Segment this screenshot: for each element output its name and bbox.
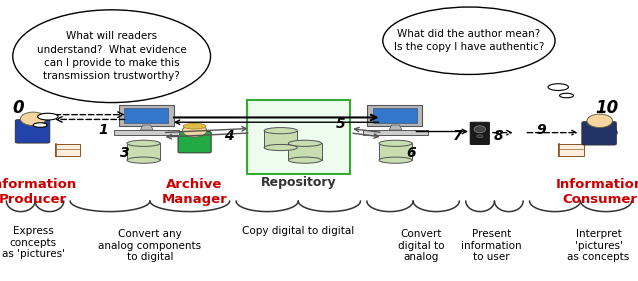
Ellipse shape <box>127 157 160 163</box>
Text: What will readers
understand?  What evidence
can I provide to make this
transmis: What will readers understand? What evide… <box>37 31 186 81</box>
FancyBboxPatch shape <box>367 105 422 126</box>
Text: Present
information
to user: Present information to user <box>461 229 522 262</box>
FancyBboxPatch shape <box>55 144 80 156</box>
Ellipse shape <box>288 157 322 163</box>
Polygon shape <box>264 131 297 148</box>
Ellipse shape <box>587 114 612 128</box>
Text: Copy digital to digital: Copy digital to digital <box>242 226 355 236</box>
FancyBboxPatch shape <box>178 132 211 153</box>
Text: 7: 7 <box>453 129 463 143</box>
Text: Express
concepts
as 'pictures': Express concepts as 'pictures' <box>2 226 64 259</box>
Ellipse shape <box>127 140 160 146</box>
FancyBboxPatch shape <box>582 122 616 145</box>
FancyBboxPatch shape <box>470 122 489 144</box>
FancyBboxPatch shape <box>247 100 350 174</box>
Ellipse shape <box>20 112 46 126</box>
Text: 6: 6 <box>406 146 417 160</box>
Ellipse shape <box>477 135 483 138</box>
Ellipse shape <box>38 113 58 120</box>
Text: 1: 1 <box>98 123 108 137</box>
Text: Information
Consumer: Information Consumer <box>556 178 638 207</box>
Ellipse shape <box>264 128 297 134</box>
Polygon shape <box>140 125 153 130</box>
FancyBboxPatch shape <box>15 120 50 143</box>
FancyBboxPatch shape <box>373 108 417 123</box>
Ellipse shape <box>13 10 211 103</box>
Ellipse shape <box>379 157 412 163</box>
Text: 8: 8 <box>494 129 504 143</box>
FancyBboxPatch shape <box>363 130 428 135</box>
FancyBboxPatch shape <box>558 144 584 156</box>
FancyBboxPatch shape <box>119 105 174 126</box>
Text: Archive
Manager: Archive Manager <box>161 178 228 207</box>
Ellipse shape <box>560 93 574 98</box>
Text: 4: 4 <box>223 129 234 143</box>
Text: 9: 9 <box>536 123 546 137</box>
Text: Convert
digital to
analog: Convert digital to analog <box>398 229 444 262</box>
Text: Convert any
analog components
to digital: Convert any analog components to digital <box>98 229 202 262</box>
Text: 3: 3 <box>120 146 130 160</box>
Ellipse shape <box>264 144 297 151</box>
Ellipse shape <box>383 7 555 74</box>
Ellipse shape <box>183 123 206 129</box>
Text: 0: 0 <box>12 99 24 117</box>
Ellipse shape <box>379 140 412 146</box>
Ellipse shape <box>288 140 322 146</box>
Text: 10: 10 <box>596 99 619 117</box>
FancyBboxPatch shape <box>124 108 168 123</box>
Ellipse shape <box>182 124 207 137</box>
Ellipse shape <box>548 84 568 90</box>
FancyBboxPatch shape <box>114 130 179 135</box>
Ellipse shape <box>474 126 486 133</box>
Polygon shape <box>389 125 402 130</box>
Text: 5: 5 <box>336 117 346 131</box>
Ellipse shape <box>33 123 47 127</box>
Text: Repository: Repository <box>261 176 336 189</box>
Text: What did the author mean?
Is the copy I have authentic?: What did the author mean? Is the copy I … <box>394 29 544 52</box>
Text: Information
Producer: Information Producer <box>0 178 77 207</box>
Text: Interpret
'pictures'
as concepts: Interpret 'pictures' as concepts <box>567 229 630 262</box>
Polygon shape <box>288 143 322 160</box>
Polygon shape <box>379 143 412 160</box>
Polygon shape <box>127 143 160 160</box>
